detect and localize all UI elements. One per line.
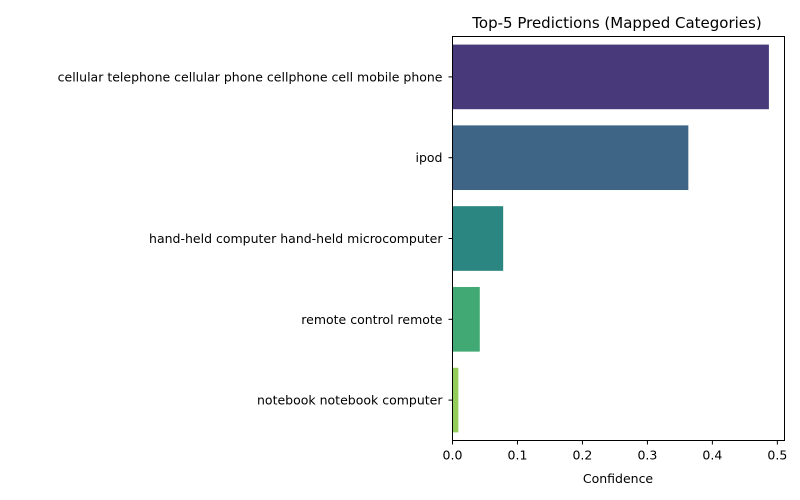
x-tick-label-0: 0.0 <box>443 448 463 463</box>
category-label-4: notebook notebook computer <box>257 393 443 408</box>
x-tick-label-5: 0.5 <box>767 448 787 463</box>
bar-0 <box>452 44 769 110</box>
bar-3 <box>452 286 480 352</box>
x-tick-label-4: 0.4 <box>702 448 722 463</box>
x-tick-label-3: 0.3 <box>637 448 657 463</box>
category-label-0: cellular telephone cellular phone cellph… <box>58 69 443 84</box>
category-label-1: ipod <box>416 150 443 165</box>
x-axis-label: Confidence <box>583 471 654 486</box>
plot-frame <box>452 36 785 441</box>
chart-title: Top-5 Predictions (Mapped Categories) <box>471 14 761 32</box>
x-ticks-group: 0.0 0.1 0.2 0.3 0.4 0.5 <box>443 440 787 463</box>
category-label-3: remote control remote <box>301 312 443 327</box>
category-label-2: hand-held computer hand-held microcomput… <box>149 231 443 246</box>
x-tick-label-2: 0.2 <box>572 448 592 463</box>
bars-group <box>452 44 769 433</box>
category-labels-group: cellular telephone cellular phone cellph… <box>58 69 453 408</box>
x-tick-label-1: 0.1 <box>508 448 528 463</box>
bar-4 <box>452 367 459 433</box>
bar-2 <box>452 206 504 271</box>
bar-1 <box>452 125 689 191</box>
